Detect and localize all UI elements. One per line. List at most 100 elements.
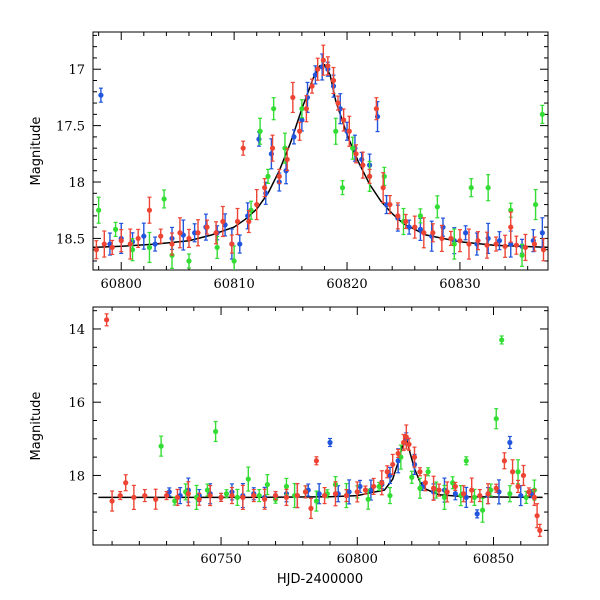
data-point	[508, 241, 514, 247]
data-point	[346, 489, 352, 495]
data-point	[231, 258, 237, 264]
data-point	[101, 241, 107, 247]
data-point	[403, 218, 409, 225]
data-point	[522, 244, 529, 251]
data-point	[509, 469, 516, 475]
data-point	[291, 134, 297, 140]
data-point	[376, 483, 382, 490]
data-point	[354, 489, 360, 495]
series-2	[104, 313, 543, 537]
data-point	[214, 244, 220, 251]
data-point	[526, 489, 532, 495]
data-point	[158, 443, 164, 449]
plot-frame	[92, 31, 549, 271]
data-point	[457, 238, 463, 244]
data-point	[436, 487, 442, 493]
data-point	[499, 337, 505, 343]
data-point	[425, 469, 431, 475]
x-tick-label: 60810	[213, 277, 254, 292]
data-point	[117, 492, 123, 499]
data-point	[282, 145, 288, 151]
data-point	[450, 480, 456, 486]
y-tick-label: 14	[68, 323, 85, 338]
model-curve	[93, 63, 548, 249]
data-point	[335, 100, 341, 106]
data-point	[118, 238, 124, 244]
data-point	[417, 213, 424, 219]
x-tick-label: 60750	[200, 552, 241, 567]
data-point	[343, 492, 349, 499]
data-point	[362, 487, 369, 493]
x-tick-label: 60800	[337, 552, 378, 567]
data-point	[532, 201, 539, 208]
data-point	[186, 235, 192, 242]
data-point	[204, 487, 211, 493]
x-tick-label: 60800	[101, 277, 142, 292]
data-point	[421, 230, 427, 236]
data-point	[387, 201, 393, 208]
data-point	[152, 241, 158, 247]
data-point	[325, 63, 331, 69]
data-point	[444, 489, 450, 495]
data-point	[254, 201, 260, 208]
y-tick-label: 18	[68, 469, 85, 484]
data-point	[271, 106, 277, 112]
data-point	[207, 492, 213, 499]
data-point	[297, 128, 303, 134]
data-point	[463, 494, 469, 500]
data-point	[452, 483, 458, 490]
top-panel: 60800 60810 60820 60830 17 17.5 18 18.5 Magnitud…	[29, 31, 549, 292]
data-point	[395, 458, 401, 464]
data-point	[398, 454, 404, 460]
data-point	[131, 494, 137, 500]
data-point	[153, 496, 159, 502]
data-point	[518, 492, 524, 499]
y-axis-label: Magnitude	[29, 392, 44, 461]
data-point	[283, 494, 290, 500]
data-point	[451, 241, 457, 247]
data-point	[460, 491, 467, 497]
data-point	[395, 213, 401, 219]
data-point	[422, 480, 428, 486]
data-point	[330, 77, 337, 84]
data-point	[129, 247, 136, 253]
data-point	[373, 106, 379, 112]
data-point	[166, 489, 172, 495]
data-point	[109, 498, 115, 504]
data-point	[409, 474, 415, 480]
data-point	[262, 496, 268, 502]
data-point	[237, 241, 243, 247]
data-point	[384, 469, 390, 475]
data-point	[519, 252, 525, 258]
data-point	[135, 235, 141, 242]
data-point	[333, 128, 339, 134]
y-axis-label: Magnitude	[29, 117, 44, 186]
data-point	[256, 492, 262, 499]
data-point	[313, 498, 320, 504]
data-point	[316, 491, 322, 497]
data-point	[341, 117, 347, 123]
data-point	[96, 207, 102, 213]
data-point	[284, 156, 290, 163]
data-point	[229, 241, 235, 247]
data-point	[513, 242, 519, 248]
data-point	[234, 494, 241, 500]
data-point	[379, 480, 385, 486]
data-point	[469, 487, 475, 493]
data-point	[186, 258, 192, 264]
data-point	[501, 458, 508, 464]
data-point	[508, 207, 514, 213]
data-point	[484, 242, 490, 248]
data-point	[417, 485, 423, 491]
data-point	[365, 496, 371, 502]
data-point	[104, 317, 110, 323]
data-point	[248, 207, 254, 213]
data-point	[185, 491, 191, 497]
data-point	[93, 247, 99, 253]
data-point	[269, 145, 276, 151]
data-point	[213, 428, 219, 435]
data-point	[195, 230, 201, 236]
data-point	[488, 487, 494, 493]
data-point	[475, 238, 481, 244]
data-point	[240, 494, 246, 500]
